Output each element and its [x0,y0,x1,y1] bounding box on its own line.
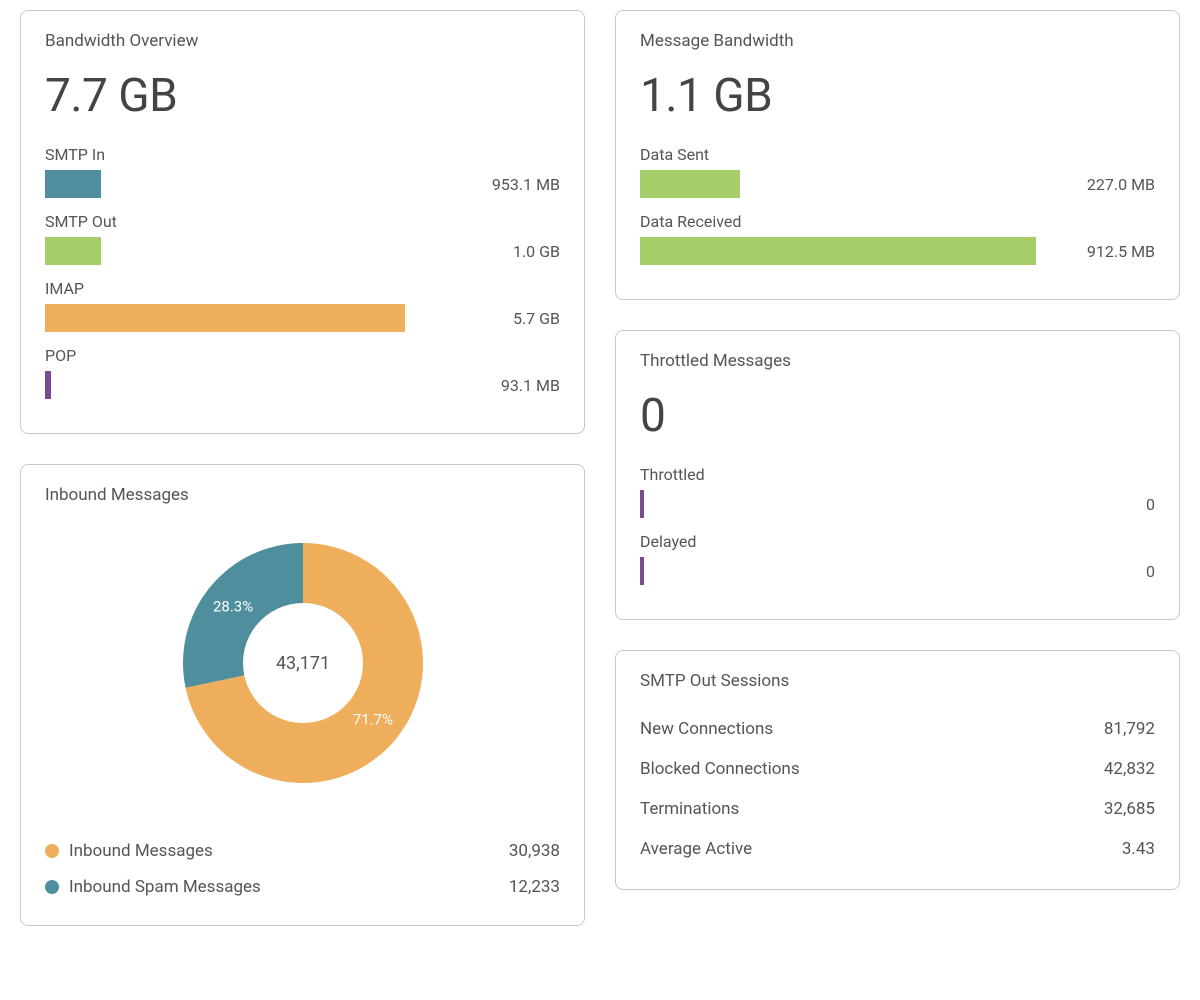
bar-row: Data Sent 227.0 MB [640,145,1155,198]
bar-line: 5.7 GB [45,304,560,332]
bar-label: SMTP Out [45,212,560,231]
bar-track [45,170,445,198]
bar-value: 93.1 MB [455,376,560,395]
bar-track [45,371,445,399]
message-bandwidth-total: 1.1 GB [640,69,1155,123]
bar-track [640,237,1040,265]
bar-fill [640,170,740,198]
bar-row: Throttled 0 [640,465,1155,518]
bar-row: IMAP 5.7 GB [45,279,560,332]
bar-label: Data Sent [640,145,1155,164]
bar-line: 1.0 GB [45,237,560,265]
donut-total: 43,171 [275,653,329,674]
stat-value: 3.43 [1122,839,1155,859]
bar-label: Data Received [640,212,1155,231]
bar-value: 912.5 MB [1050,242,1155,261]
bar-row: Data Received 912.5 MB [640,212,1155,265]
throttled-messages-card: Throttled Messages 0 Throttled 0 Delayed 0 [615,330,1180,620]
card-title: SMTP Out Sessions [640,671,1155,691]
bar-line: 227.0 MB [640,170,1155,198]
legend-dot-icon [45,880,59,894]
donut-chart-container: 71.7% 28.3% 43,171 [45,523,560,803]
bar-value: 0 [1050,495,1155,514]
bar-label: SMTP In [45,145,560,164]
bar-row: SMTP In 953.1 MB [45,145,560,198]
stat-label: Terminations [640,799,1104,819]
bar-track [45,304,445,332]
inbound-donut-chart: 71.7% 28.3% 43,171 [163,523,443,803]
smtp-out-sessions-card: SMTP Out Sessions New Connections81,792B… [615,650,1180,890]
bar-fill [45,237,101,265]
throttled-total: 0 [640,389,1155,443]
bar-track [640,557,1040,585]
bar-row: SMTP Out 1.0 GB [45,212,560,265]
card-title: Inbound Messages [45,485,560,505]
bar-line: 0 [640,557,1155,585]
stat-label: Average Active [640,839,1122,859]
bar-fill [640,490,644,518]
bar-label: POP [45,346,560,365]
bar-line: 953.1 MB [45,170,560,198]
legend-row: Inbound Messages 30,938 [45,833,560,869]
bar-value: 1.0 GB [455,242,560,261]
bar-fill [640,557,644,585]
bar-fill [45,371,51,399]
stat-value: 42,832 [1104,759,1155,779]
stat-row: Terminations32,685 [640,789,1155,829]
card-title: Throttled Messages [640,351,1155,371]
bar-line: 912.5 MB [640,237,1155,265]
legend-label: Inbound Spam Messages [69,877,499,897]
bar-line: 93.1 MB [45,371,560,399]
bar-value: 953.1 MB [455,175,560,194]
legend-value: 30,938 [509,841,560,861]
bar-fill [45,304,405,332]
bar-track [640,490,1040,518]
legend-value: 12,233 [509,877,560,897]
donut-slice-pct: 28.3% [212,597,252,615]
donut-legend: Inbound Messages 30,938 Inbound Spam Messa… [45,833,560,905]
bar-value: 5.7 GB [455,309,560,328]
message-bandwidth-bars: Data Sent 227.0 MB Data Received 912.5 MB [640,145,1155,265]
bar-label: Delayed [640,532,1155,551]
left-column: Bandwidth Overview 7.7 GB SMTP In 953.1 M… [20,10,585,926]
card-title: Message Bandwidth [640,31,1155,51]
bar-value: 227.0 MB [1050,175,1155,194]
stat-label: Blocked Connections [640,759,1104,779]
legend-label: Inbound Messages [69,841,499,861]
card-title: Bandwidth Overview [45,31,560,51]
bandwidth-overview-card: Bandwidth Overview 7.7 GB SMTP In 953.1 M… [20,10,585,434]
bar-row: POP 93.1 MB [45,346,560,399]
bar-row: Delayed 0 [640,532,1155,585]
bandwidth-total: 7.7 GB [45,69,560,123]
stat-value: 32,685 [1104,799,1155,819]
throttled-bars: Throttled 0 Delayed 0 [640,465,1155,585]
right-column: Message Bandwidth 1.1 GB Data Sent 227.0 … [615,10,1180,926]
bar-fill [640,237,1036,265]
stat-row: New Connections81,792 [640,709,1155,749]
bar-track [640,170,1040,198]
bar-label: Throttled [640,465,1155,484]
dashboard: Bandwidth Overview 7.7 GB SMTP In 953.1 M… [0,0,1200,936]
legend-row: Inbound Spam Messages 12,233 [45,869,560,905]
smtp-out-rows: New Connections81,792Blocked Connections… [640,709,1155,869]
stat-label: New Connections [640,719,1104,739]
bar-track [45,237,445,265]
bar-line: 0 [640,490,1155,518]
bandwidth-bars: SMTP In 953.1 MB SMTP Out 1.0 GB IMAP 5.7 GB P… [45,145,560,399]
bar-value: 0 [1050,562,1155,581]
bar-label: IMAP [45,279,560,298]
stat-row: Blocked Connections42,832 [640,749,1155,789]
stat-row: Average Active3.43 [640,829,1155,869]
bar-fill [45,170,101,198]
legend-dot-icon [45,844,59,858]
inbound-messages-card: Inbound Messages 71.7% 28.3% 43,171 Inboun… [20,464,585,926]
message-bandwidth-card: Message Bandwidth 1.1 GB Data Sent 227.0 … [615,10,1180,300]
donut-slice-pct: 71.7% [352,711,392,729]
stat-value: 81,792 [1104,719,1155,739]
